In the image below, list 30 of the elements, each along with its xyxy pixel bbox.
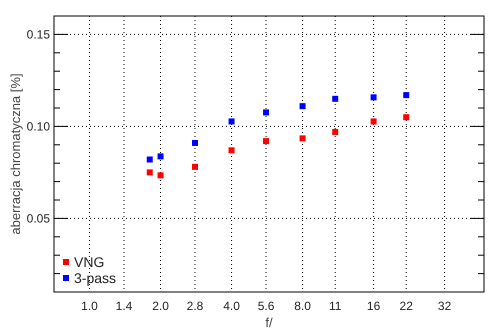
point [332,128,338,135]
point [403,92,410,98]
point [192,140,198,146]
x-axis-title: f/ [265,315,273,330]
x-tick-label: 22 [400,299,414,313]
point [403,114,410,120]
y-tick-label: 0.15 [26,27,50,42]
x-tick-label: 16 [366,299,381,313]
point [228,147,235,154]
x-tick-label: 5.6 [258,299,275,313]
point [192,164,198,170]
x-tick-label: 2.8 [186,299,204,313]
y-axis-title: aberracja chromatyczna [%] [8,73,23,235]
point [263,138,270,144]
x-tick-label: 4.0 [223,299,240,313]
y-tick-label: 0.10 [26,119,50,134]
legend-label: 3-pass [74,270,116,286]
x-tick-label: 8.0 [294,299,312,313]
legend-label: VNG [74,254,104,270]
x-tick-label: 32 [438,299,452,313]
point [158,172,164,178]
x-tick-label: 2.0 [152,299,170,313]
point [263,109,270,116]
point [158,153,164,160]
x-tick-label: 1.4 [116,299,133,313]
y-tick-label: 0.05 [26,211,50,226]
point [228,118,235,124]
x-tick-label: 1.0 [81,299,98,313]
point [332,96,338,102]
x-tick-label: 11 [328,299,342,313]
